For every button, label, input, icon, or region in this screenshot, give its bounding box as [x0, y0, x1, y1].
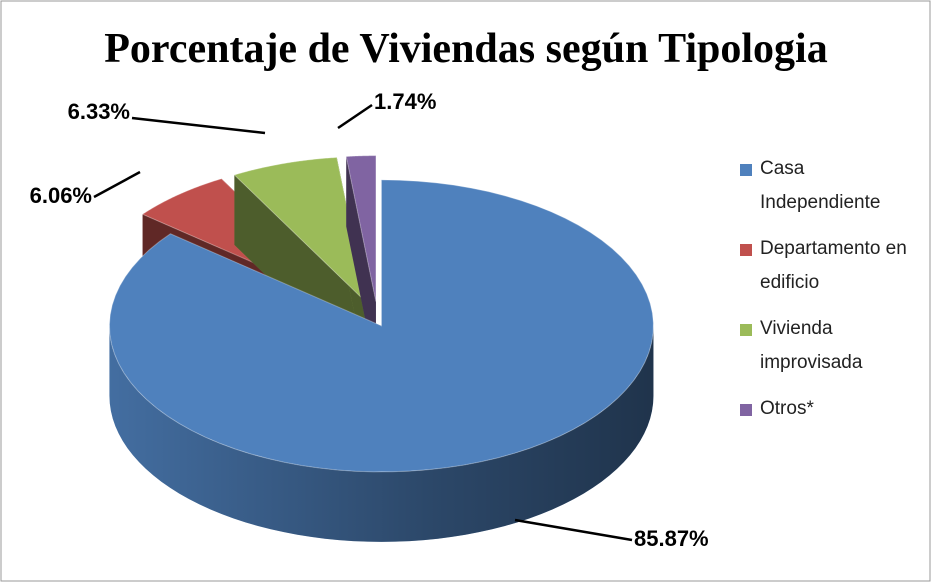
legend-label: Otros*	[760, 398, 814, 419]
data-label: 6.06%	[30, 183, 92, 208]
legend-label: Casa Independiente	[760, 158, 881, 213]
leader-line	[337, 103, 373, 130]
legend: Casa Independiente Departamento en edific…	[740, 152, 920, 438]
legend-label: Departamento en edificio	[760, 238, 907, 293]
labels: 85.87% 6.06% 6.33% 1.74%	[30, 89, 709, 551]
data-label: 85.87%	[634, 526, 709, 551]
legend-item: Casa Independiente	[740, 152, 918, 220]
slice-wall-shade	[109, 325, 654, 542]
legend-swatch	[740, 324, 752, 336]
legend-label: Vivienda improvisada	[760, 318, 863, 373]
data-label: 1.74%	[374, 89, 436, 114]
slice	[345, 155, 377, 302]
legend-item: Otros*	[740, 392, 918, 426]
leader-line	[93, 170, 141, 199]
legend-swatch	[740, 244, 752, 256]
pie	[108, 155, 654, 542]
slice	[108, 179, 654, 473]
legend-swatch	[740, 164, 752, 176]
leader-line	[131, 116, 266, 135]
legend-swatch	[740, 404, 752, 416]
leader-line	[514, 518, 633, 542]
slice-side-shade	[346, 156, 376, 372]
chart-title: Porcentaje de Viviendas según Tipologia	[104, 26, 827, 72]
data-label: 6.33%	[68, 99, 130, 124]
slice	[233, 156, 368, 305]
legend-item: Departamento en edificio	[740, 232, 918, 300]
legend-item: Vivienda improvisada	[740, 312, 918, 380]
